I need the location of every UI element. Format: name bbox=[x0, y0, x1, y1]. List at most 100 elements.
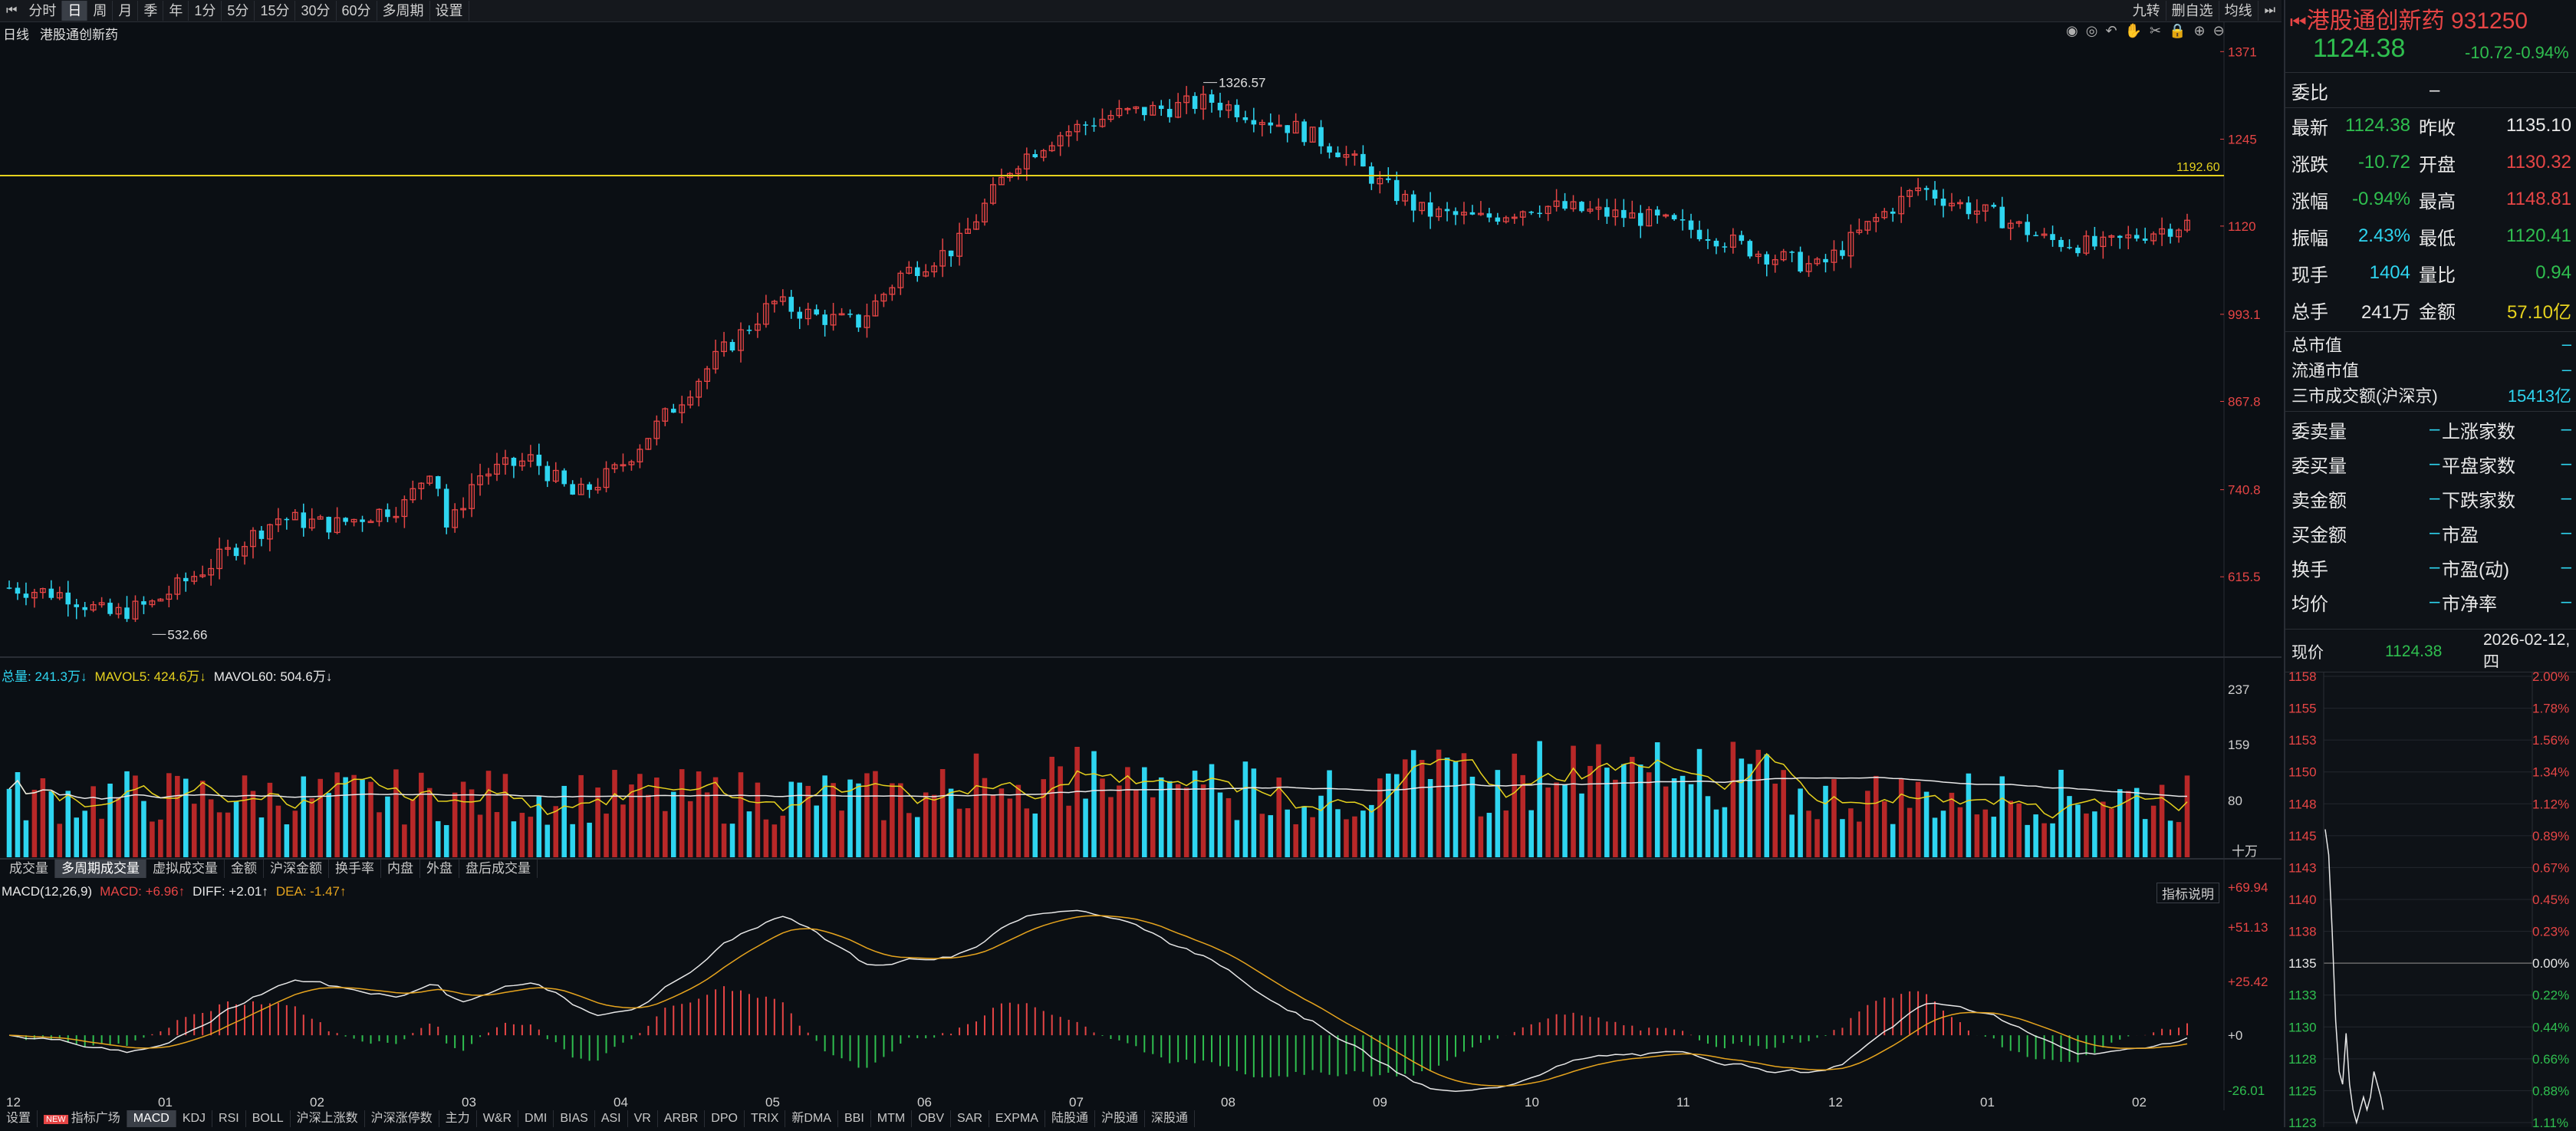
toolbar-action-2[interactable]: 均线 bbox=[2219, 1, 2259, 21]
month-label: 07 bbox=[1069, 1095, 1084, 1110]
volume-bar bbox=[175, 775, 180, 857]
period-tab-9[interactable]: 30分 bbox=[295, 1, 337, 21]
volume-tab-4[interactable]: 沪深金额 bbox=[264, 860, 329, 878]
volume-bar bbox=[1772, 783, 1778, 857]
candle-body bbox=[1847, 232, 1854, 257]
candle-body bbox=[1923, 188, 1930, 190]
volume-tab-7[interactable]: 外盘 bbox=[420, 860, 459, 878]
indicator-tab-20[interactable]: OBV bbox=[912, 1110, 952, 1127]
period-tab-3[interactable]: 月 bbox=[113, 1, 139, 21]
indicator-tab-9[interactable]: W&R bbox=[477, 1110, 519, 1127]
candle-body bbox=[2142, 238, 2148, 241]
volume-tab-0[interactable]: 成交量 bbox=[3, 860, 55, 878]
stat-row: 委买量 – 平盘家数 – bbox=[2291, 447, 2571, 481]
indicator-tab-18[interactable]: BBI bbox=[838, 1110, 871, 1127]
indicator-tab-1[interactable]: NEW 指标广场 bbox=[38, 1110, 127, 1127]
period-tab-10[interactable]: 60分 bbox=[337, 1, 377, 21]
stat-value: – bbox=[2561, 522, 2571, 543]
scissors-icon[interactable]: ✂ bbox=[2149, 23, 2162, 38]
period-tab-7[interactable]: 5分 bbox=[222, 1, 255, 21]
volume-tab-3[interactable]: 金额 bbox=[225, 860, 264, 878]
candle-body bbox=[2100, 236, 2107, 248]
candle-body bbox=[1654, 209, 1660, 215]
eye-icon[interactable]: ◉ bbox=[2066, 23, 2078, 38]
volume-bar bbox=[183, 778, 189, 857]
indicator-tab-16[interactable]: TRIX bbox=[745, 1110, 786, 1127]
indicator-tab-5[interactable]: BOLL bbox=[246, 1110, 291, 1127]
hand-icon[interactable]: ✋ bbox=[2124, 23, 2142, 38]
indicator-tab-14[interactable]: ARBR bbox=[658, 1110, 706, 1127]
candle-body bbox=[536, 454, 542, 466]
indicator-tab-19[interactable]: MTM bbox=[871, 1110, 913, 1127]
period-tab-11[interactable]: 多周期 bbox=[377, 1, 430, 21]
reference-line-label: 1192.60 bbox=[2176, 161, 2220, 174]
period-tab-5[interactable]: 年 bbox=[163, 1, 189, 21]
lock-icon[interactable]: 🔒 bbox=[2169, 23, 2186, 38]
candle-body bbox=[1419, 202, 1426, 212]
volume-bar bbox=[1604, 768, 1610, 857]
volume-bar bbox=[82, 810, 87, 857]
undo-icon[interactable]: ↶ bbox=[2105, 23, 2117, 38]
period-toolbar: ⏮ 分时日周月季年 1分 5分 15分 30分 60分 多周期 设置 九转 删自选 均线 ⏭ bbox=[0, 0, 2282, 22]
toolbar-action-1[interactable]: 删自选 bbox=[2166, 1, 2219, 21]
volume-tab-2[interactable]: 虚拟成交量 bbox=[146, 860, 225, 878]
indicator-tab-8[interactable]: 主力 bbox=[439, 1110, 477, 1127]
indicator-tab-13[interactable]: VR bbox=[628, 1110, 658, 1127]
toolbar-action-0[interactable]: 九转 bbox=[2127, 1, 2166, 21]
indicator-tab-17[interactable]: 新DMA bbox=[785, 1110, 838, 1127]
indicator-tab-12[interactable]: ASI bbox=[595, 1110, 628, 1127]
indicator-tab-24[interactable]: 沪股通 bbox=[1095, 1110, 1145, 1127]
candle-body bbox=[1452, 211, 1459, 215]
indicator-tab-6[interactable]: 沪深上涨数 bbox=[291, 1110, 365, 1127]
indicator-tab-0[interactable]: 设置 bbox=[0, 1110, 38, 1127]
indicator-tab-2[interactable]: MACD bbox=[127, 1110, 176, 1127]
indicator-tab-10[interactable]: DMI bbox=[518, 1110, 554, 1127]
prev-icon[interactable]: ⏮ bbox=[6, 4, 18, 17]
volume-tab-1[interactable]: 多周期成交量 bbox=[55, 860, 146, 878]
indicator-tab-4[interactable]: RSI bbox=[212, 1110, 246, 1127]
candle-body bbox=[1242, 117, 1249, 120]
market-label: 流通市值 bbox=[2291, 360, 2360, 380]
next-icon[interactable]: ⏭ bbox=[2264, 4, 2275, 17]
candle-body bbox=[990, 184, 996, 204]
indicator-tab-7[interactable]: 沪深涨停数 bbox=[365, 1110, 439, 1127]
candle-body bbox=[797, 311, 803, 319]
eye-off-icon[interactable]: ◎ bbox=[2085, 23, 2098, 38]
new-badge: NEW bbox=[44, 1115, 68, 1124]
period-tab-0[interactable]: 分时 bbox=[23, 1, 63, 21]
volume-tab-5[interactable]: 换手率 bbox=[329, 860, 381, 878]
high-label: 1326.57 bbox=[1219, 76, 1265, 90]
indicator-tab-23[interactable]: 陆股通 bbox=[1045, 1110, 1095, 1127]
indicator-tab-3[interactable]: KDJ bbox=[176, 1110, 213, 1127]
back-icon[interactable]: ⏮ bbox=[2290, 12, 2307, 33]
indicator-tab-25[interactable]: 深股通 bbox=[1145, 1110, 1195, 1127]
candle-body bbox=[1755, 253, 1762, 258]
period-tab-12[interactable]: 设置 bbox=[430, 1, 469, 21]
volume-bar bbox=[1991, 817, 1997, 857]
indicator-help-button[interactable]: 指标说明 bbox=[2157, 883, 2219, 903]
indicator-tab-22[interactable]: EXPMA bbox=[989, 1110, 1045, 1127]
volume-bar bbox=[258, 817, 265, 857]
zoom-out-icon[interactable]: ⊖ bbox=[2212, 23, 2225, 38]
candle-body bbox=[1142, 107, 1147, 116]
indicator-tab-21[interactable]: SAR bbox=[951, 1110, 989, 1127]
period-tab-4[interactable]: 季 bbox=[138, 1, 164, 21]
market-value: 15413亿 bbox=[2507, 386, 2571, 406]
volume-bar bbox=[864, 773, 870, 857]
candle-body bbox=[779, 296, 786, 302]
quote-value: -10.72 bbox=[2357, 152, 2410, 173]
period-tab-2[interactable]: 周 bbox=[87, 1, 114, 21]
candle-body bbox=[914, 267, 920, 276]
indicator-tab-11[interactable]: BIAS bbox=[554, 1110, 595, 1127]
candle-body bbox=[1327, 146, 1332, 153]
period-tab-8[interactable]: 15分 bbox=[255, 1, 296, 21]
quote-panel: ⏮港股通创新药 931250 1124.38 -10.72 -0.94% 委比 … bbox=[2284, 0, 2576, 1127]
indicator-tab-15[interactable]: DPO bbox=[705, 1110, 745, 1127]
stat-label: 委卖量 bbox=[2291, 421, 2347, 442]
volume-tab-6[interactable]: 内盘 bbox=[381, 860, 420, 878]
zoom-in-icon[interactable]: ⊕ bbox=[2193, 23, 2206, 38]
volume-tab-8[interactable]: 盘后成交量 bbox=[459, 860, 538, 878]
volume-bar bbox=[931, 794, 937, 857]
period-tab-1[interactable]: 日 bbox=[62, 1, 88, 21]
period-tab-6[interactable]: 1分 bbox=[189, 1, 222, 21]
